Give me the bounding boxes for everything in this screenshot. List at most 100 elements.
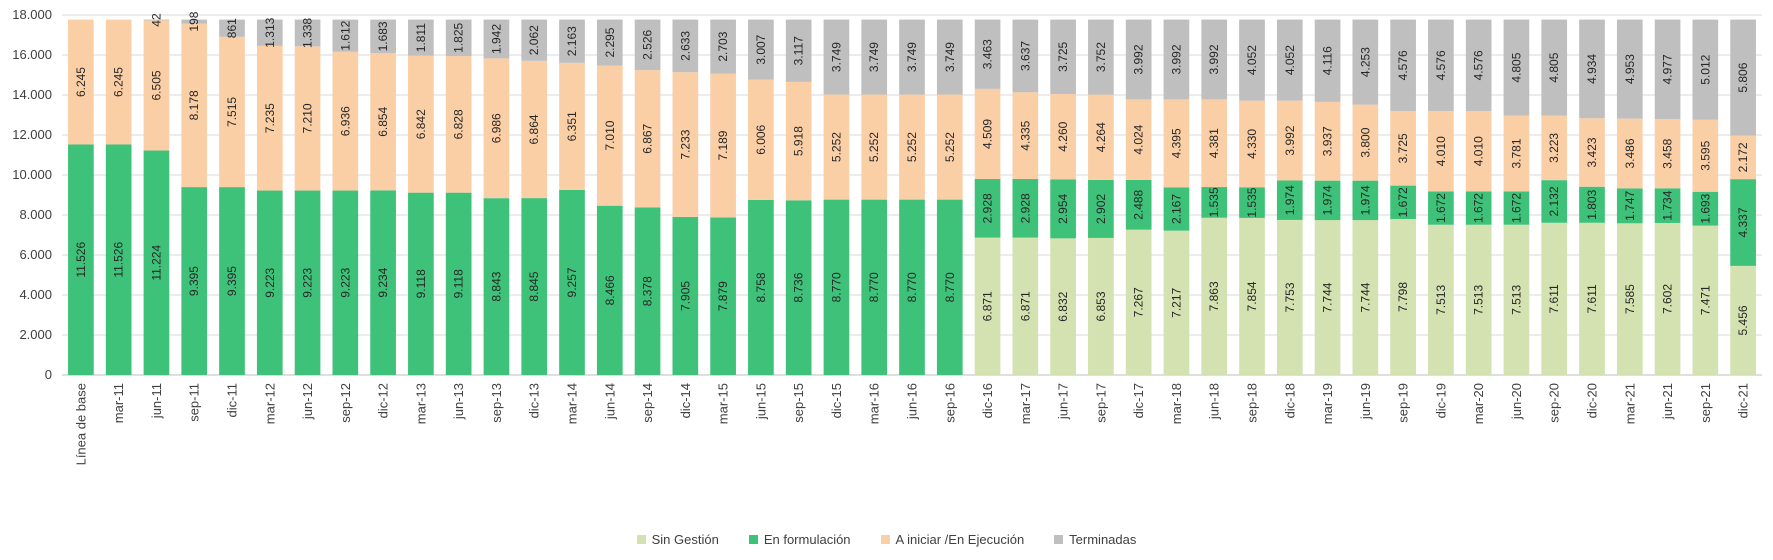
data-label: 7.611	[1547, 284, 1561, 313]
data-label: 7.513	[1434, 285, 1448, 315]
bar-segment	[143, 150, 170, 375]
y-tick-label: 10.000	[12, 167, 52, 182]
bar-segment	[1050, 238, 1076, 375]
data-label: 5.252	[943, 132, 957, 162]
bar-segment	[1012, 92, 1039, 180]
data-label: 4.337	[1736, 207, 1750, 237]
bar-segment	[1050, 94, 1076, 180]
data-label: 3.463	[981, 39, 995, 69]
bar-segment	[1654, 188, 1681, 223]
bar-segment	[1125, 179, 1152, 230]
bar-segment	[1125, 229, 1152, 375]
bar-segment	[1276, 100, 1303, 181]
bar-segment	[1239, 217, 1265, 375]
bar-segment	[1314, 180, 1341, 221]
x-tick-label: mar-13	[413, 383, 428, 424]
data-label: 4.260	[1056, 121, 1070, 151]
bar-segment	[521, 60, 548, 199]
data-label: 6.245	[74, 67, 88, 97]
data-label: 4.395	[1169, 128, 1183, 158]
data-label: 3.637	[1018, 41, 1032, 71]
data-label: 1.683	[376, 21, 390, 51]
data-label: 7.863	[1207, 281, 1221, 311]
x-tick-label: mar-16	[867, 383, 882, 424]
bar-segment	[1239, 100, 1265, 188]
bar-segment	[1465, 19, 1492, 112]
data-label: 9.223	[338, 267, 352, 297]
data-label: 3.725	[1396, 133, 1410, 163]
bar-segment	[1465, 111, 1492, 192]
data-label: 3.423	[1585, 137, 1599, 167]
x-tick-label: sep-20	[1547, 383, 1562, 423]
legend-label-sin-gestion: Sin Gestión	[651, 532, 719, 547]
bar-segment	[294, 19, 321, 47]
x-tick-label: sep-21	[1698, 383, 1713, 423]
bar-segment	[1088, 179, 1114, 238]
bar-segment	[1352, 220, 1379, 375]
bar-segment	[483, 198, 510, 375]
bar-segment	[445, 192, 472, 375]
bar-segment	[899, 199, 925, 375]
data-label: 7.753	[1283, 282, 1297, 312]
data-label: 9.118	[452, 269, 466, 298]
bar-segment	[748, 79, 774, 200]
data-label: 3.595	[1698, 140, 1712, 170]
bar-segment	[974, 19, 1001, 89]
bar-segment	[1730, 265, 1756, 375]
bar-segment	[1503, 19, 1530, 116]
data-label: 4.381	[1207, 128, 1221, 158]
data-label: 4.335	[1018, 120, 1032, 150]
data-label: 3.458	[1661, 138, 1675, 168]
data-label: 1.672	[1396, 187, 1410, 217]
x-tick-label: mar-20	[1471, 383, 1486, 424]
data-label: 4.010	[1472, 136, 1486, 166]
legend-item-en-formulacion: En formulación	[748, 532, 851, 547]
bar-segment	[1012, 19, 1039, 93]
data-label: 6.871	[1018, 291, 1032, 321]
y-tick-label: 12.000	[12, 127, 52, 142]
bar-segment	[1390, 185, 1416, 220]
bar-segment	[1352, 19, 1379, 105]
data-label: 2.295	[603, 27, 617, 57]
x-tick-label: jun-20	[1509, 383, 1524, 420]
data-label: 4.509	[981, 119, 995, 149]
data-label: 1.338	[301, 18, 315, 48]
data-label: 4.264	[1094, 122, 1108, 152]
data-label: 1.672	[1509, 193, 1523, 223]
data-label: 8.845	[527, 271, 541, 301]
data-label: 4.010	[1434, 136, 1448, 166]
data-label: 1.825	[452, 22, 466, 52]
data-label: 1.811	[414, 23, 428, 52]
legend-label-a-iniciar: A iniciar /En Ejecución	[895, 532, 1025, 547]
data-label: 3.937	[1321, 126, 1335, 156]
bar-segment	[1012, 179, 1039, 238]
bar-segment	[1352, 104, 1379, 181]
bar-segment	[181, 19, 208, 24]
x-tick-label: dic-15	[829, 383, 844, 418]
bar-segment	[1428, 111, 1454, 192]
bar-segment	[332, 190, 359, 375]
data-label: 4.805	[1547, 52, 1561, 82]
bar-segment	[408, 192, 434, 375]
data-label: 1.535	[1207, 187, 1221, 217]
bar-segment	[672, 19, 699, 73]
data-label: 3.800	[1358, 127, 1372, 157]
y-tick-label: 6.000	[19, 247, 52, 262]
data-label: 11.224	[149, 245, 163, 281]
bar-segment	[219, 36, 245, 188]
x-tick-label: mar-15	[716, 383, 731, 424]
bar-segment	[256, 19, 283, 46]
bar-segment	[710, 19, 736, 74]
bar-segment	[559, 19, 585, 63]
bar-segment	[1088, 19, 1114, 95]
data-label: 5.806	[1736, 62, 1750, 92]
y-tick-label: 2.000	[19, 327, 52, 342]
bar-segment	[899, 94, 925, 200]
legend-swatch-terminadas	[1054, 535, 1064, 544]
data-label: 1.313	[263, 17, 277, 47]
bar-segment	[1730, 179, 1756, 266]
bar-segment	[1692, 19, 1719, 120]
bar-segment	[710, 217, 736, 375]
